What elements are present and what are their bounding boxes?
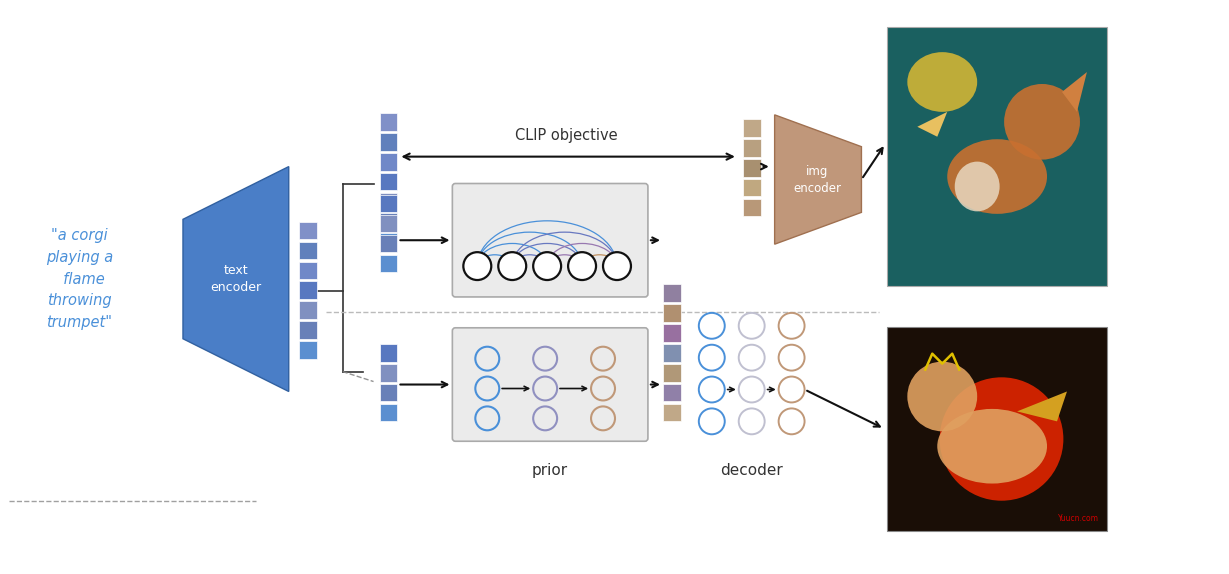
Circle shape [463,252,492,280]
Bar [380,235,397,252]
Bar [299,301,317,319]
Bar [299,341,317,359]
Bar [662,404,681,421]
Bar [380,215,397,232]
Circle shape [603,252,630,280]
Text: "a corgi
playing a
  flame
throwing
trumpet": "a corgi playing a flame throwing trumpe… [45,228,113,329]
Ellipse shape [907,52,977,112]
Bar [380,113,397,131]
Bar [742,139,761,157]
Text: text
encoder: text encoder [210,264,262,294]
Text: decoder: decoder [720,463,783,478]
Bar [662,384,681,401]
Bar [887,327,1107,531]
Bar [662,304,681,322]
Bar [662,284,681,302]
Bar [380,153,397,170]
FancyBboxPatch shape [452,184,648,297]
Bar [380,364,397,382]
FancyBboxPatch shape [452,328,648,441]
Bar [380,384,397,401]
Polygon shape [183,166,289,391]
Bar [299,222,317,239]
Bar [380,254,397,272]
Text: prior: prior [532,463,568,478]
Bar [380,232,397,250]
Bar [662,364,681,382]
Circle shape [533,252,562,280]
Bar [742,199,761,216]
Bar [380,193,397,211]
Bar [299,321,317,339]
Bar [380,344,397,362]
Text: CLIP objective: CLIP objective [515,127,618,143]
Bar [380,173,397,191]
Bar [299,281,317,299]
Text: img
encoder: img encoder [794,165,842,195]
Ellipse shape [955,162,999,211]
Bar [380,195,397,212]
Polygon shape [774,115,862,244]
Bar [662,344,681,362]
Bar [887,27,1107,286]
Circle shape [940,377,1063,501]
Polygon shape [1062,72,1086,112]
Circle shape [1004,84,1080,160]
Bar [380,213,397,230]
Bar [299,242,317,259]
Circle shape [498,252,526,280]
Ellipse shape [948,139,1047,214]
Circle shape [907,362,977,431]
Bar [742,119,761,137]
Polygon shape [1018,391,1067,421]
Bar [662,324,681,342]
Bar [299,262,317,279]
Bar [380,404,397,421]
Circle shape [568,252,596,280]
Bar [742,159,761,177]
Bar [742,179,761,196]
Text: Yuucn.com: Yuucn.com [1058,514,1099,523]
Ellipse shape [938,409,1047,483]
Polygon shape [917,112,948,137]
Bar [380,133,397,150]
